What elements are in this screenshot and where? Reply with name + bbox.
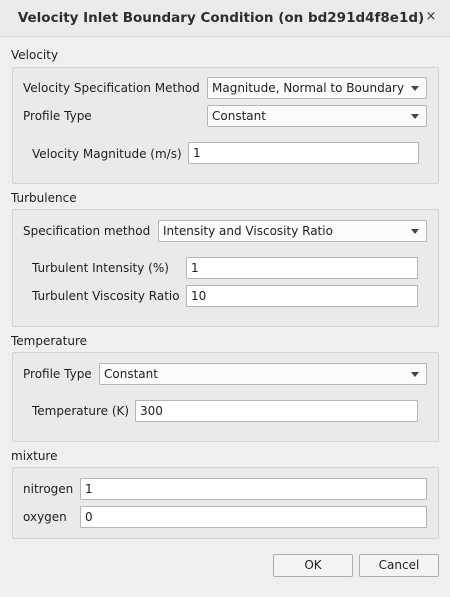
turbulence-spec-method-select[interactable]: Intensity and Viscosity Ratio (158, 220, 427, 242)
velocity-spec-method-label: Velocity Specification Method (23, 81, 200, 95)
chevron-down-icon (411, 86, 419, 91)
title-bar: Velocity Inlet Boundary Condition (on bd… (0, 0, 450, 37)
mixture-section-label: mixture (11, 449, 58, 463)
velocity-group: Velocity Specification Method Magnitude,… (12, 67, 439, 184)
turbulent-viscosity-ratio-label: Turbulent Viscosity Ratio (32, 289, 180, 303)
close-icon[interactable]: × (425, 9, 437, 24)
temperature-group: Profile Type Constant Temperature (K) 30… (12, 352, 439, 442)
turbulence-group: Specification method Intensity and Visco… (12, 209, 439, 327)
temperature-profile-type-label: Profile Type (23, 367, 92, 381)
ok-button[interactable]: OK (273, 554, 353, 577)
temperature-input[interactable]: 300 (135, 400, 418, 422)
nitrogen-input[interactable]: 1 (80, 478, 427, 500)
turbulent-viscosity-ratio-input[interactable]: 10 (186, 285, 418, 307)
temperature-section-label: Temperature (11, 334, 88, 348)
turbulent-intensity-input[interactable]: 1 (186, 257, 418, 279)
nitrogen-label: nitrogen (23, 482, 74, 496)
turbulent-intensity-label: Turbulent Intensity (%) (32, 261, 169, 275)
velocity-magnitude-input[interactable]: 1 (188, 142, 419, 164)
velocity-profile-type-select[interactable]: Constant (207, 105, 427, 127)
turbulence-spec-method-label: Specification method (23, 224, 151, 238)
oxygen-label: oxygen (23, 510, 67, 524)
chevron-down-icon (411, 229, 419, 234)
temperature-profile-type-value: Constant (104, 367, 158, 381)
velocity-spec-method-select[interactable]: Magnitude, Normal to Boundary (207, 77, 427, 99)
turbulence-spec-method-value: Intensity and Viscosity Ratio (163, 224, 333, 238)
velocity-profile-type-value: Constant (212, 109, 266, 123)
dialog-title: Velocity Inlet Boundary Condition (on bd… (17, 10, 425, 26)
chevron-down-icon (411, 372, 419, 377)
velocity-profile-type-label: Profile Type (23, 109, 92, 123)
chevron-down-icon (411, 114, 419, 119)
temperature-profile-type-select[interactable]: Constant (99, 363, 427, 385)
velocity-magnitude-label: Velocity Magnitude (m/s) (32, 147, 182, 161)
velocity-spec-method-value: Magnitude, Normal to Boundary (212, 81, 405, 95)
turbulence-section-label: Turbulence (11, 191, 77, 205)
mixture-group: nitrogen 1 oxygen 0 (12, 467, 439, 539)
oxygen-input[interactable]: 0 (80, 506, 427, 528)
cancel-button[interactable]: Cancel (359, 554, 439, 577)
temperature-label: Temperature (K) (32, 404, 130, 418)
velocity-section-label: Velocity (11, 48, 59, 62)
